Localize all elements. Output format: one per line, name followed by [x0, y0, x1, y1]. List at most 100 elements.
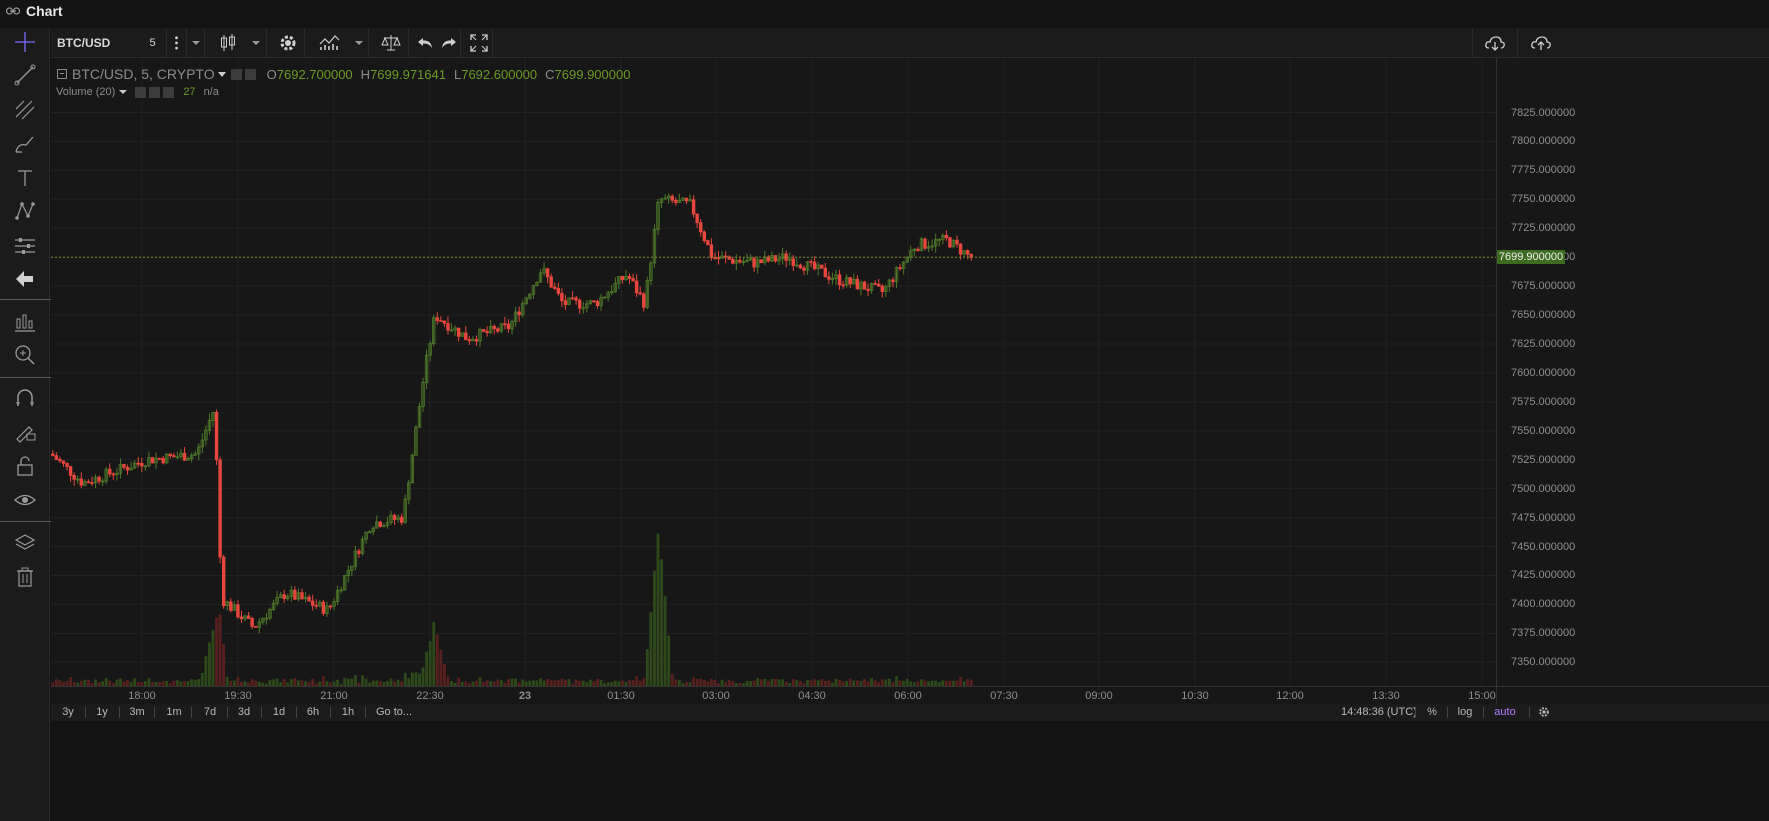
fib-tool-icon[interactable]	[11, 96, 39, 124]
window-title: Chart	[26, 3, 63, 19]
symbol-input[interactable]	[57, 32, 137, 54]
range-button-1h[interactable]: 1h	[341, 706, 355, 718]
volume-bar	[585, 682, 589, 686]
prediction-tool-icon[interactable]	[11, 231, 39, 259]
candle-body	[574, 297, 578, 301]
indicators-dropdown[interactable]	[349, 28, 369, 58]
volume-bar	[343, 677, 347, 686]
volume-bar	[895, 676, 898, 686]
percent-scale-button[interactable]: %	[1427, 706, 1437, 718]
candle-body	[556, 288, 561, 294]
auto-scale-button[interactable]: auto	[1494, 706, 1516, 718]
volume-bar	[428, 641, 432, 686]
candle-body	[100, 480, 105, 483]
collapse-icon[interactable]	[57, 69, 67, 79]
volume-bar	[859, 681, 863, 686]
eye-icon[interactable]	[11, 486, 39, 514]
log-scale-button[interactable]: log	[1457, 706, 1473, 718]
range-button-3d[interactable]: 3d	[237, 706, 251, 718]
volume-study-name[interactable]: Volume (20)	[56, 86, 116, 98]
candle-body	[805, 261, 810, 271]
save-chart-button[interactable]	[1518, 28, 1564, 58]
layers-icon[interactable]	[11, 529, 39, 557]
legend-title[interactable]: BTC/USD, 5, CRYPTO	[72, 66, 215, 82]
candle-body	[478, 329, 482, 342]
volume-bar	[62, 682, 65, 686]
volume-bar	[934, 680, 938, 686]
candle-body	[407, 482, 411, 500]
text-tool-icon[interactable]	[11, 164, 39, 192]
candle-body	[777, 258, 781, 262]
remove-study-icon[interactable]	[163, 86, 175, 98]
measure-tool-icon[interactable]	[11, 308, 39, 336]
price-axis-label: 7675.000000	[1511, 280, 1576, 293]
candle-body	[108, 468, 112, 475]
volume-bar	[193, 679, 197, 686]
crosshair-icon[interactable]	[11, 28, 39, 56]
indicators-button[interactable]	[309, 28, 349, 58]
time-axis-label: 10:30	[1181, 690, 1209, 702]
volume-bar	[393, 681, 396, 686]
candle-body	[65, 462, 69, 467]
chart-pane[interactable]	[51, 58, 1496, 686]
chevron-down-icon[interactable]	[217, 71, 226, 77]
goto-date-button[interactable]: Go to...	[375, 706, 413, 718]
range-button-1y[interactable]: 1y	[96, 706, 108, 718]
hide-study-icon[interactable]	[135, 86, 147, 98]
candle-body	[446, 322, 450, 331]
range-button-1d[interactable]: 1d	[272, 706, 286, 718]
unlock-icon[interactable]	[11, 452, 39, 480]
fullscreen-button[interactable]	[465, 28, 493, 58]
study-settings-icon[interactable]	[149, 86, 161, 98]
undo-button[interactable]	[413, 28, 437, 58]
range-button-3m[interactable]: 3m	[129, 706, 145, 718]
candle-body	[471, 339, 475, 342]
candle-body	[289, 589, 294, 597]
candle-body	[382, 525, 386, 527]
brush-icon[interactable]	[11, 130, 39, 158]
price-chart[interactable]	[51, 58, 1496, 686]
lock-drawing-icon[interactable]	[11, 417, 39, 445]
chart-style-dropdown[interactable]	[245, 28, 267, 58]
series-settings-icon[interactable]	[244, 68, 256, 80]
volume-bar	[756, 677, 760, 686]
load-chart-button[interactable]	[1472, 28, 1518, 58]
candle-body	[848, 277, 852, 285]
interval-dropdown[interactable]	[187, 28, 205, 58]
candle-body	[666, 195, 671, 199]
compare-button[interactable]	[373, 28, 409, 58]
candle-body	[467, 339, 472, 342]
candle-body	[453, 327, 457, 331]
volume-bar	[208, 642, 211, 686]
chart-style-button[interactable]	[211, 28, 245, 58]
hide-series-icon[interactable]	[230, 68, 242, 80]
range-button-3y[interactable]: 3y	[62, 706, 74, 718]
volume-bar	[94, 679, 97, 686]
volume-bar	[421, 667, 425, 686]
candle-body	[314, 604, 318, 607]
pattern-tool-icon[interactable]	[11, 197, 39, 225]
magnet-icon[interactable]	[11, 384, 39, 412]
price-axis-label: 7550.000000	[1511, 424, 1576, 437]
arrow-left-icon[interactable]	[11, 265, 39, 293]
utc-clock[interactable]: 14:48:36 (UTC)	[1341, 706, 1417, 718]
volume-bar	[272, 679, 275, 686]
price-axis-label: 7400.000000	[1511, 598, 1576, 611]
redo-button[interactable]	[437, 28, 461, 58]
range-button-7d[interactable]: 7d	[203, 706, 217, 718]
more-options-button[interactable]	[167, 28, 187, 58]
trash-icon[interactable]	[11, 563, 39, 591]
range-button-1m[interactable]: 1m	[166, 706, 182, 718]
volume-bar	[265, 683, 268, 686]
zoom-in-icon[interactable]	[11, 341, 39, 369]
price-axis[interactable]: 7825.000000 7800.000000 7775.000000 7750.00…	[1496, 58, 1769, 697]
volume-bar	[677, 679, 681, 686]
volume-bar	[560, 678, 564, 686]
gear-icon[interactable]	[1537, 705, 1551, 722]
chevron-down-icon[interactable]	[119, 90, 128, 94]
trend-line-icon[interactable]	[11, 61, 39, 89]
time-axis[interactable]: 18:00 19:30 21:00 22:30 23 01:30 03:00 04:30 06:…	[51, 686, 1496, 704]
settings-button[interactable]	[271, 28, 305, 58]
interval-selector[interactable]: 5	[139, 28, 167, 58]
range-button-6h[interactable]: 6h	[306, 706, 320, 718]
